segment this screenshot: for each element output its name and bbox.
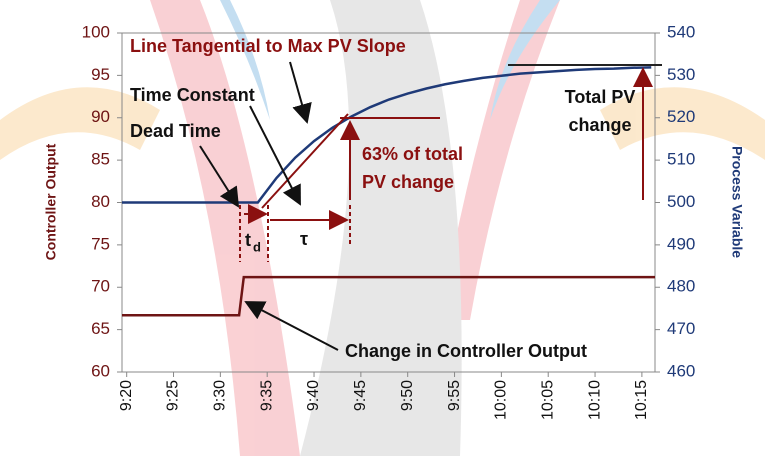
- x-tick-label: 9:25: [165, 380, 182, 411]
- annotation: PV change: [362, 172, 454, 192]
- annotation: change: [568, 115, 631, 135]
- y2-tick-label: 530: [667, 65, 695, 84]
- annotation: d: [253, 239, 261, 254]
- y2-tick-label: 500: [667, 192, 695, 211]
- y-tick-label: 75: [91, 234, 110, 253]
- y-tick-label: 60: [91, 361, 110, 380]
- y2-tick-label: 470: [667, 319, 695, 338]
- x-tick-label: 9:30: [212, 380, 229, 411]
- y2-tick-label: 460: [667, 361, 695, 380]
- x-tick-label: 10:15: [633, 380, 650, 420]
- x-tick-label: 9:55: [446, 380, 463, 411]
- y2-axis-label: Process Variable: [729, 146, 745, 258]
- y-tick-label: 70: [91, 277, 110, 296]
- y2-tick-label: 490: [667, 234, 695, 253]
- annotation: Change in Controller Output: [345, 341, 587, 361]
- annotation: Total PV: [565, 87, 636, 107]
- y2-tick-label: 520: [667, 107, 695, 126]
- annotation: Time Constant: [130, 85, 255, 105]
- y-tick-label: 80: [91, 192, 110, 211]
- chart: 60 65 70 75 80 85 90 95 100 460 470 480 490 500 510 520…: [0, 0, 765, 456]
- annotation: Line Tangential to Max PV Slope: [130, 36, 406, 56]
- x-tick-label: 9:20: [118, 380, 135, 411]
- annotation: Dead Time: [130, 121, 221, 141]
- x-tick-label: 10:10: [586, 380, 603, 420]
- y-tick-label: 100: [82, 22, 110, 41]
- x-tick-label: 9:45: [352, 380, 369, 411]
- y-tick-label: 95: [91, 65, 110, 84]
- annotation: 63% of total: [362, 144, 463, 164]
- annotation: τ: [300, 229, 308, 249]
- x-tick-label: 9:35: [258, 380, 275, 411]
- y-axis-label: Controller Output: [43, 143, 59, 260]
- annotation: t: [245, 230, 251, 250]
- y2-tick-label: 510: [667, 150, 695, 169]
- y-tick-label: 65: [91, 319, 110, 338]
- x-tick-label: 10:05: [539, 380, 556, 420]
- y-tick-label: 85: [91, 150, 110, 169]
- y2-tick-label: 480: [667, 277, 695, 296]
- x-tick-label: 10:00: [493, 380, 510, 420]
- x-tick-label: 9:50: [399, 380, 416, 411]
- y2-tick-label: 540: [667, 22, 695, 41]
- x-tick-label: 9:40: [305, 380, 322, 411]
- y-tick-label: 90: [91, 107, 110, 126]
